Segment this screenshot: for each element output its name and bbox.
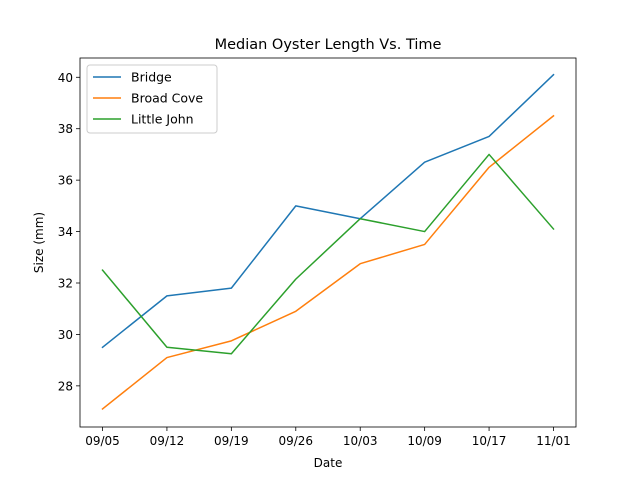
y-tick-label: 30	[58, 328, 73, 342]
y-axis: 28 30 32 34 36 38 40	[58, 71, 80, 393]
y-tick-label: 32	[58, 277, 73, 291]
x-axis: 09/05 09/12 09/19 09/26 10/03 10/09 10/17 11/01	[85, 427, 571, 448]
y-axis-label: Size (mm)	[32, 212, 46, 273]
legend-label-little-john: Little John	[131, 112, 194, 127]
x-tick-label: 10/09	[407, 434, 442, 448]
x-tick-label: 09/19	[214, 434, 249, 448]
y-tick-label: 34	[58, 225, 73, 239]
chart-title: Median Oyster Length Vs. Time	[215, 37, 442, 53]
series-group	[101, 73, 555, 411]
series-line-bridge	[101, 73, 555, 349]
y-tick-label: 36	[58, 174, 73, 188]
series-line-little-john	[101, 153, 555, 355]
legend-box	[86, 64, 218, 134]
y-tick-label: 38	[58, 122, 73, 136]
legend-label-bridge: Bridge	[131, 70, 172, 85]
x-tick-label: 11/01	[536, 434, 571, 448]
x-tick-label: 10/17	[472, 434, 507, 448]
series-line-broad-cove	[101, 114, 555, 411]
x-tick-label: 09/26	[278, 434, 313, 448]
legend: Bridge Broad Cove Little John	[86, 64, 218, 134]
x-tick-label: 09/05	[85, 434, 120, 448]
x-tick-label: 10/03	[343, 434, 378, 448]
legend-label-broad-cove: Broad Cove	[131, 91, 203, 106]
plot-frame	[79, 57, 577, 428]
x-tick-label: 09/12	[150, 434, 185, 448]
y-tick-label: 28	[58, 379, 73, 393]
x-axis-label: Date	[314, 456, 343, 470]
y-tick-label: 40	[58, 71, 73, 85]
